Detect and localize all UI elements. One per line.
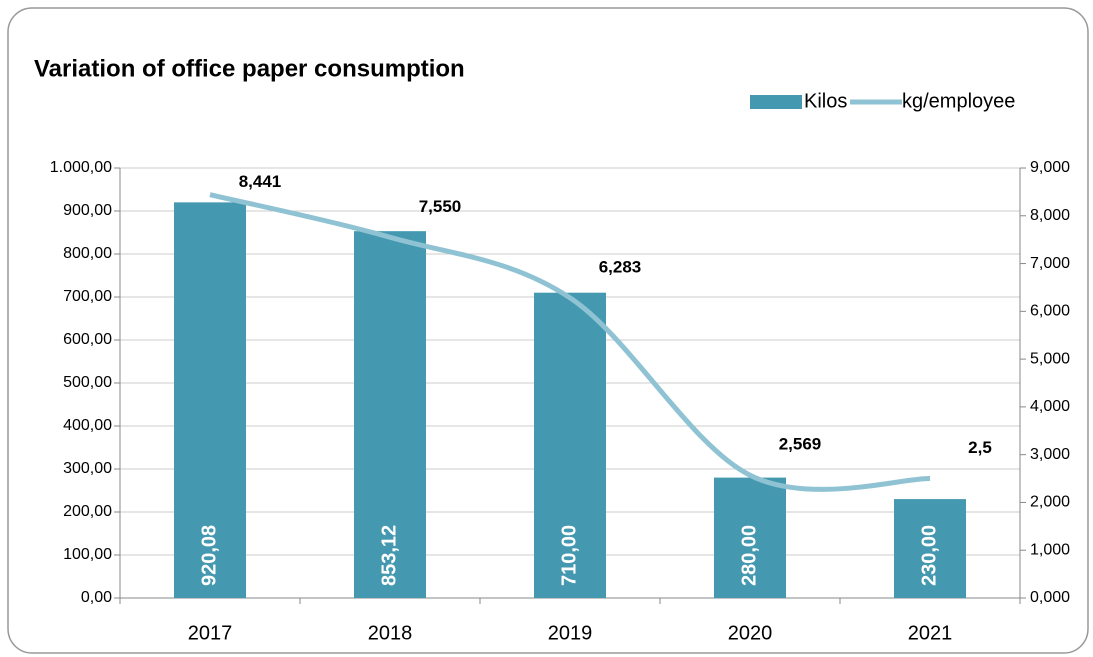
x-tick-label: 2020 [728,622,773,644]
y-tick-label: 100,00 [63,546,112,563]
line-label: 8,441 [239,172,282,191]
y2-tick-label: 9,000 [1030,159,1070,176]
y2-tick-label: 2,000 [1030,494,1070,511]
bar-label: 230,00 [918,525,940,586]
bar-label: 920,08 [198,525,220,586]
y2-tick-label: 3,000 [1030,446,1070,463]
y2-tick-label: 4,000 [1030,398,1070,415]
y2-tick-label: 7,000 [1030,255,1070,272]
legend-label: Kilos [804,90,847,112]
y-tick-label: 700,00 [63,288,112,305]
legend-label: kg/employee [902,90,1015,112]
y-tick-label: 600,00 [63,331,112,348]
y-tick-label: 900,00 [63,202,112,219]
y-tick-label: 0,00 [81,589,112,606]
y-tick-label: 1.000,00 [50,159,112,176]
bar [714,477,786,598]
y-tick-label: 200,00 [63,503,112,520]
line-label: 2,569 [779,435,822,454]
y2-tick-label: 0,000 [1030,589,1070,606]
y2-tick-label: 8,000 [1030,207,1070,224]
y-tick-label: 500,00 [63,374,112,391]
x-tick-label: 2021 [908,622,953,644]
bar-label: 710,00 [558,525,580,586]
chart-title: Variation of office paper consumption [34,55,465,82]
line [209,192,931,492]
x-tick-label: 2017 [188,622,233,644]
bar-label: 280,00 [738,525,760,586]
y-tick-label: 800,00 [63,245,112,262]
y2-tick-label: 1,000 [1030,541,1070,558]
bar [534,292,606,598]
y2-tick-label: 6,000 [1030,303,1070,320]
line-label: 6,283 [599,257,642,276]
line-label: 7,550 [419,197,462,216]
bar [354,231,426,599]
x-tick-label: 2019 [548,622,593,644]
y-tick-label: 400,00 [63,417,112,434]
line-label: 2,5 [968,438,992,457]
bar-label: 853,12 [378,525,400,586]
legend-swatch [750,95,802,109]
bar [174,202,246,598]
y2-tick-label: 5,000 [1030,350,1070,367]
y-tick-label: 300,00 [63,460,112,477]
bar [894,499,966,598]
x-tick-label: 2018 [368,622,413,644]
